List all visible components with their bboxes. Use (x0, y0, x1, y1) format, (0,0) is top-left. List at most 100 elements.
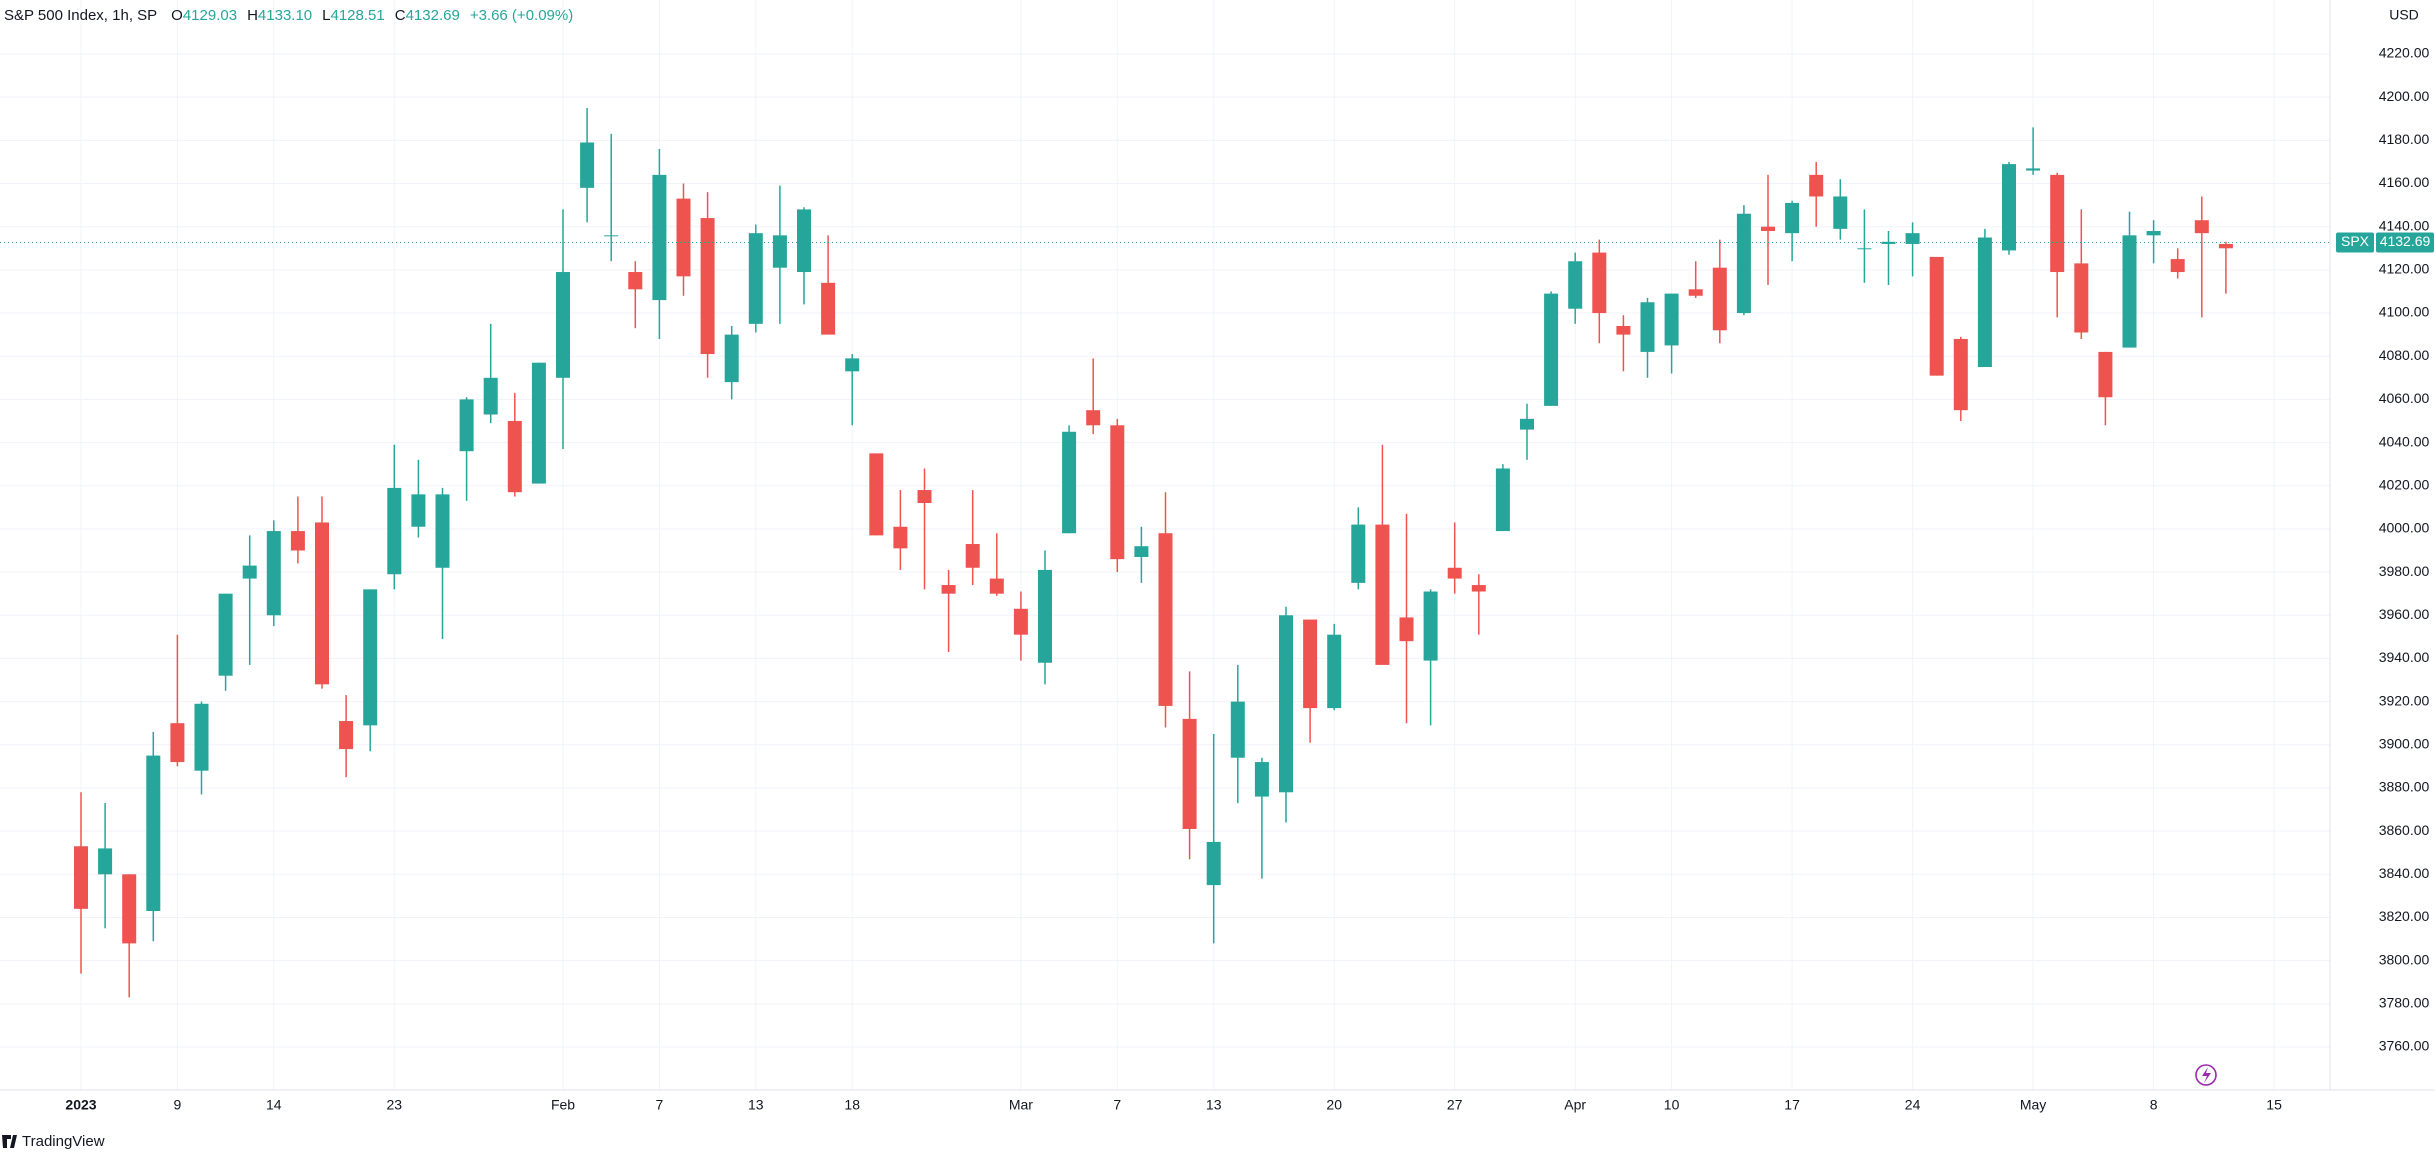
candle-body (194, 703, 209, 771)
candle-body (1568, 261, 1583, 309)
candle-body (604, 235, 619, 237)
candle-body (2098, 351, 2113, 398)
y-tick-label: 3840.00 (2379, 865, 2430, 881)
candle-body (266, 531, 281, 616)
candle-body (989, 578, 1004, 594)
candle-body (748, 233, 763, 324)
candle-body (556, 272, 570, 378)
candle-body (1688, 289, 1703, 296)
brand-name[interactable]: TradingView (22, 1133, 105, 1150)
y-tick-label: 3900.00 (2379, 735, 2430, 751)
currency: USD (2389, 7, 2419, 23)
x-tick-label: Feb (551, 1097, 575, 1113)
candle-body (676, 198, 691, 277)
lightning-button[interactable] (2195, 1064, 2217, 1086)
candle-body (290, 531, 305, 551)
x-tick-label: 20 (1326, 1097, 1342, 1113)
header: S&P 500 Index, 1h, SP O 4129.03 H 4133.10 L 41… (4, 7, 573, 24)
candle-body (1279, 615, 1293, 793)
y-tick-label: 3960.00 (2379, 606, 2430, 622)
y-tick-label: 3800.00 (2379, 951, 2430, 967)
candle-body (339, 721, 354, 750)
candle-body (893, 526, 908, 549)
candle-body (1062, 431, 1077, 534)
candle-body (1736, 213, 1751, 314)
candle-body (387, 487, 402, 575)
candle-body (965, 544, 980, 568)
x-tick-label: 15 (2266, 1097, 2282, 1113)
candle-body (917, 490, 932, 504)
legend-change: +3.66 (+0.09%) (470, 7, 573, 24)
candle-body (1182, 718, 1197, 829)
candle-body (1495, 468, 1510, 532)
x-tick-label: 13 (1206, 1097, 1222, 1113)
candle-body (2218, 243, 2233, 249)
candle-body (1086, 410, 1101, 426)
candle-body (2194, 220, 2209, 234)
candle-body (821, 282, 836, 335)
x-tick-label: 14 (266, 1097, 282, 1113)
y-tick-label: 4160.00 (2379, 174, 2430, 190)
candle-body (2146, 231, 2161, 236)
y-tick-label: 4000.00 (2379, 520, 2430, 536)
candle-body (363, 589, 378, 726)
candle-body (1303, 619, 1318, 709)
brand-logo[interactable] (2, 1135, 17, 1148)
candle-body (1375, 524, 1390, 665)
candle-body (122, 874, 137, 944)
candle-body (1761, 226, 1775, 232)
candle-body (628, 272, 643, 290)
candle-body (1905, 233, 1920, 244)
candle-body (411, 494, 426, 527)
candle-body (772, 235, 787, 268)
candle-body (315, 522, 329, 685)
candle-body (1254, 762, 1269, 797)
y-tick-label: 3980.00 (2379, 563, 2430, 579)
candle-body (1327, 634, 1342, 709)
candle-body (1592, 252, 1607, 314)
candle-body (1471, 585, 1486, 592)
y-tick-label: 3940.00 (2379, 649, 2430, 665)
symbol-tag-bg (2336, 232, 2374, 253)
x-tick-label: 13 (748, 1097, 764, 1113)
candle-body (1953, 338, 1968, 411)
candle-body (1206, 841, 1221, 886)
y-tick-label: 4080.00 (2379, 347, 2430, 363)
x-tick-label: 27 (1447, 1097, 1463, 1113)
x-tick-label: 18 (844, 1097, 860, 1113)
y-tick-label: 4140.00 (2379, 217, 2430, 233)
candle-body (74, 846, 88, 909)
candle-body (2170, 259, 2185, 273)
candle-body (797, 209, 811, 273)
legend-value: 4133.10 (258, 7, 312, 24)
legend-key: C (395, 7, 406, 24)
candle-body (1520, 418, 1534, 430)
candle-body (1399, 617, 1414, 642)
candle-body (1447, 567, 1462, 579)
candle-body (869, 453, 884, 536)
y-tick-label: 4220.00 (2379, 45, 2430, 61)
candle-body (724, 334, 739, 383)
candle-body (146, 755, 161, 912)
price-tag: 4132.69 (2380, 233, 2431, 249)
candle-body (2026, 168, 2041, 171)
y-tick-label: 4100.00 (2379, 304, 2430, 320)
candle-body (531, 362, 546, 484)
candle-body (652, 174, 667, 301)
y-tick-label: 4020.00 (2379, 476, 2430, 492)
y-tick-label: 4120.00 (2379, 261, 2430, 277)
candle-body (1809, 174, 1824, 197)
candle-body (2050, 174, 2065, 273)
x-tick-label: 8 (2150, 1097, 2158, 1113)
candle-body (1158, 533, 1173, 706)
candle-body (2074, 263, 2089, 333)
candle-body (2122, 235, 2137, 348)
candle-body (1423, 591, 1438, 661)
candle-body (1134, 546, 1149, 557)
x-tick-label: 23 (387, 1097, 403, 1113)
candle-body (435, 494, 450, 568)
x-tick-label: 2023 (65, 1097, 96, 1113)
x-tick-label: 10 (1664, 1097, 1680, 1113)
